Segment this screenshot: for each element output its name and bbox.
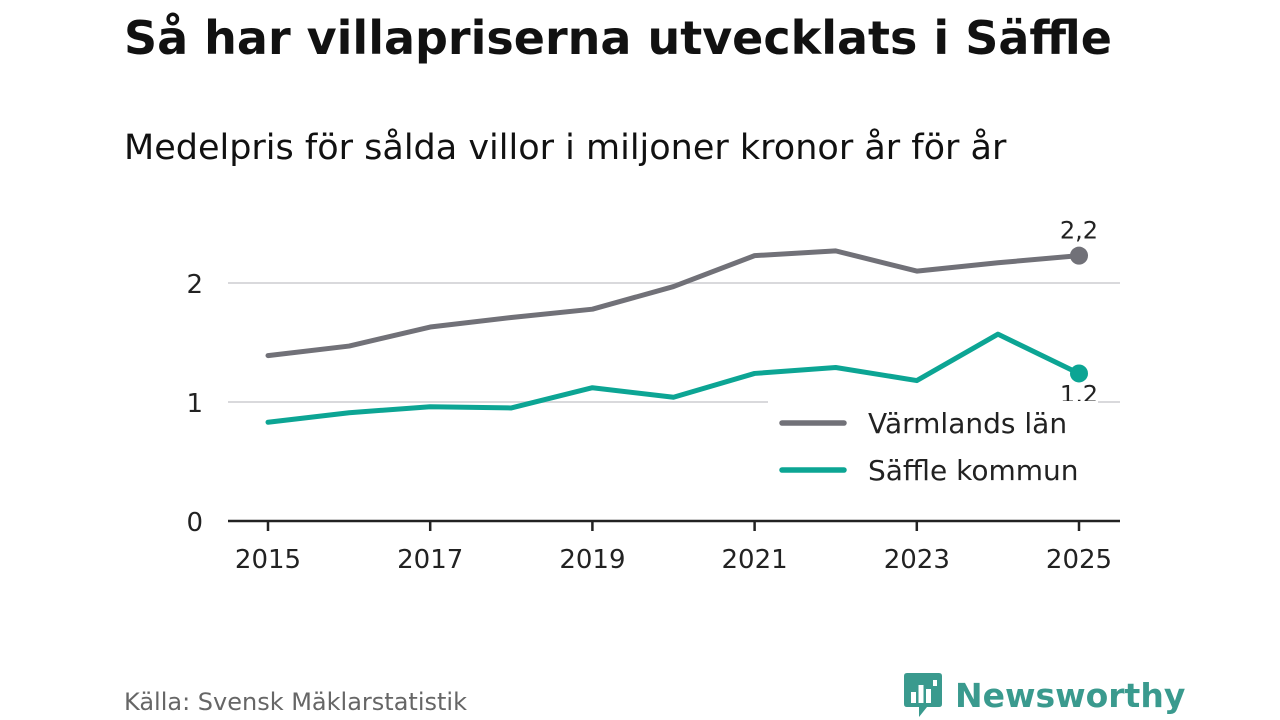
x-tick-label: 2023 bbox=[884, 545, 950, 575]
brand-logo: Newsworthy bbox=[903, 671, 1185, 719]
newsworthy-chart-bubble-icon bbox=[904, 673, 942, 717]
chart-subtitle: Medelpris för sålda villor i miljoner kr… bbox=[124, 128, 1007, 168]
legend-background bbox=[768, 401, 1098, 495]
chart-title: Så har villapriserna utvecklats i Säffle bbox=[124, 11, 1112, 65]
series-line-1 bbox=[265, 331, 1082, 425]
end-point-1 bbox=[1070, 364, 1088, 383]
end-labels: 2,21,2 bbox=[1060, 217, 1098, 409]
y-tick-label: 0 bbox=[186, 508, 203, 538]
x-tick-label: 2017 bbox=[397, 545, 463, 575]
legend-label-0: Värmlands län bbox=[868, 407, 1067, 440]
y-tick-label: 2 bbox=[186, 270, 203, 300]
x-axis: 2015 2017 2019 2021 2023 2025 bbox=[228, 519, 1120, 575]
x-tick-label: 2025 bbox=[1046, 545, 1112, 575]
end-point-0 bbox=[1070, 246, 1088, 265]
end-label-0: 2,2 bbox=[1060, 217, 1098, 245]
x-tick-label: 2021 bbox=[722, 545, 788, 575]
y-tick-label: 1 bbox=[186, 389, 203, 419]
legend: Värmlands län Säffle kommun bbox=[768, 401, 1098, 495]
x-tick-label: 2019 bbox=[559, 545, 625, 575]
series-lines bbox=[265, 246, 1088, 425]
x-tick-label: 2015 bbox=[235, 545, 301, 575]
series-line-0 bbox=[265, 248, 1082, 359]
brand-name: Newsworthy bbox=[955, 675, 1186, 715]
source-note: Källa: Svensk Mäklarstatistik bbox=[124, 688, 467, 716]
legend-label-1: Säffle kommun bbox=[868, 454, 1079, 487]
